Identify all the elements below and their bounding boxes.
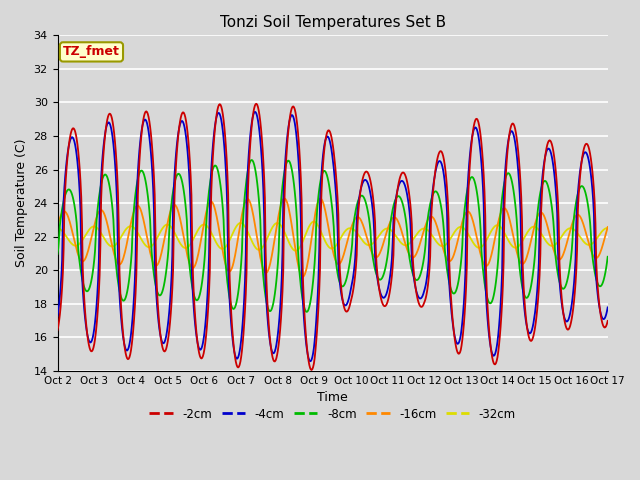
Title: Tonzi Soil Temperatures Set B: Tonzi Soil Temperatures Set B	[220, 15, 445, 30]
X-axis label: Time: Time	[317, 391, 348, 404]
Y-axis label: Soil Temperature (C): Soil Temperature (C)	[15, 139, 28, 267]
Legend: -2cm, -4cm, -8cm, -16cm, -32cm: -2cm, -4cm, -8cm, -16cm, -32cm	[145, 403, 520, 425]
Text: TZ_fmet: TZ_fmet	[63, 46, 120, 59]
